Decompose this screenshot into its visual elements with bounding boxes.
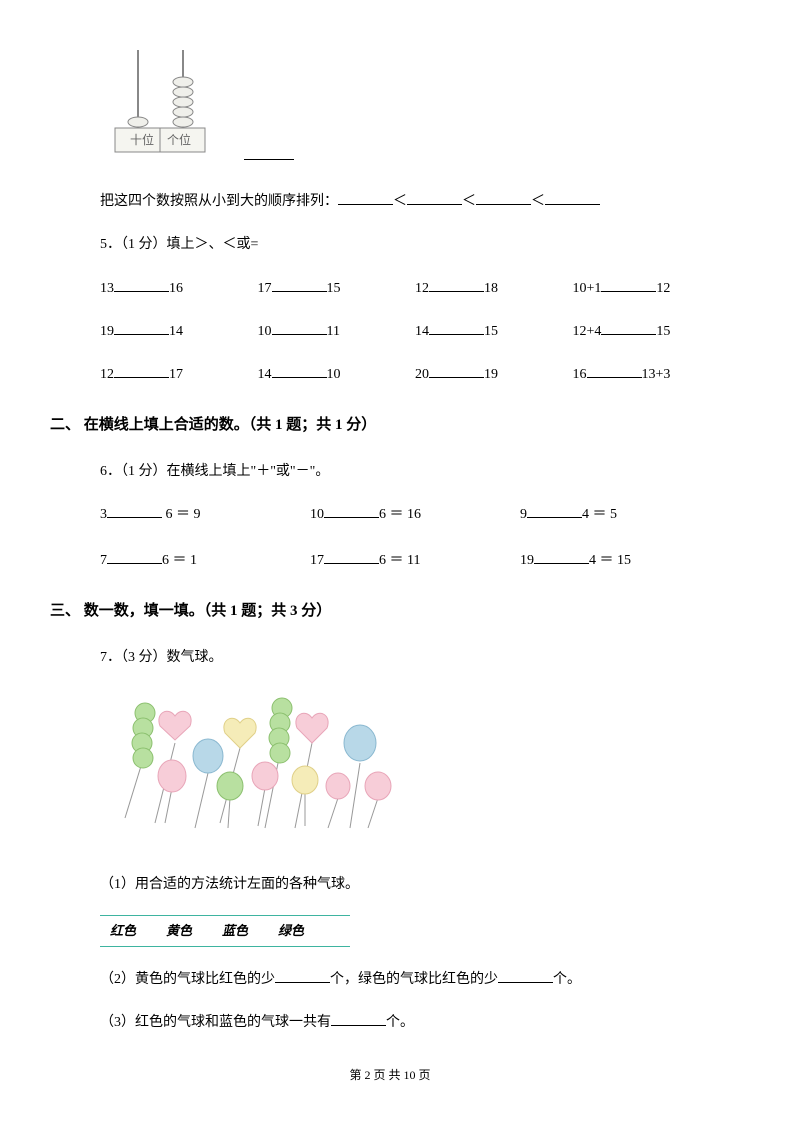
svg-text:十位: 十位	[130, 132, 154, 147]
sub2-blank-1[interactable]	[275, 968, 330, 983]
compare-item: 1217	[100, 362, 258, 387]
q6-label: 6．（1 分）在横线上填上"＋"或"－"。	[100, 459, 730, 484]
compare-blank[interactable]	[429, 277, 484, 292]
pm-item: 76 ＝ 1	[100, 548, 310, 573]
compare-item: 1715	[258, 276, 416, 301]
compare-item: 1011	[258, 319, 416, 344]
pm-item: 194 ＝ 15	[520, 548, 730, 573]
abacus-figure: 十位 个位	[100, 50, 730, 169]
stats-table: 红色 黄色 蓝色 绿色	[100, 915, 350, 946]
q7-sub2: （2）黄色的气球比红色的少个，绿色的气球比红色的少个。	[100, 967, 730, 992]
pm-blank[interactable]	[324, 549, 379, 564]
q5-label: 5．（1 分）填上＞、＜或=	[100, 232, 730, 257]
page-footer: 第 2 页 共 10 页	[50, 1065, 730, 1087]
order-blank-2[interactable]	[407, 190, 462, 205]
order-blank-3[interactable]	[476, 190, 531, 205]
compare-item: 1218	[415, 276, 573, 301]
compare-blank[interactable]	[601, 320, 656, 335]
section3-title: 三、 数一数，填一填。（共 1 题；共 3 分）	[50, 598, 730, 625]
pm-blank[interactable]	[324, 503, 379, 518]
order-sep-1: ＜	[393, 194, 407, 209]
compare-item: 1316	[100, 276, 258, 301]
compare-item: 2019	[415, 362, 573, 387]
q7-sub3: （3）红色的气球和蓝色的气球一共有个。	[100, 1010, 730, 1035]
compare-blank[interactable]	[114, 277, 169, 292]
compare-grid: 1316 1715 1218 10+112 1914 1011 1415 12+…	[100, 276, 730, 388]
order-blank-1[interactable]	[338, 190, 393, 205]
pm-item: 176 ＝ 11	[310, 548, 520, 573]
abacus-answer-blank[interactable]	[244, 145, 294, 160]
pm-item: 3 6 ＝ 9	[100, 502, 310, 527]
order-question: 把这四个数按照从小到大的顺序排列： ＜ ＜ ＜	[100, 189, 730, 214]
compare-blank[interactable]	[114, 363, 169, 378]
order-prefix: 把这四个数按照从小到大的顺序排列：	[100, 194, 338, 209]
order-sep-3: ＜	[531, 194, 545, 209]
stats-col-blue: 蓝色	[222, 919, 248, 942]
order-blank-4[interactable]	[545, 190, 600, 205]
compare-blank[interactable]	[429, 320, 484, 335]
sub2-blank-2[interactable]	[498, 968, 553, 983]
pm-blank[interactable]	[527, 503, 582, 518]
sub3-blank[interactable]	[331, 1011, 386, 1026]
q7-sub1: （1）用合适的方法统计左面的各种气球。	[100, 872, 730, 897]
q7-label: 7．（3 分）数气球。	[100, 645, 730, 670]
compare-item: 1410	[258, 362, 416, 387]
compare-blank[interactable]	[272, 320, 327, 335]
stats-col-red: 红色	[110, 919, 136, 942]
pm-item: 94 ＝ 5	[520, 502, 730, 527]
pm-item: 106 ＝ 16	[310, 502, 520, 527]
compare-item: 12+415	[573, 319, 731, 344]
compare-blank[interactable]	[587, 363, 642, 378]
pm-blank[interactable]	[107, 503, 162, 518]
plusminus-grid: 3 6 ＝ 9 106 ＝ 16 94 ＝ 5 76 ＝ 1 176 ＝ 11 …	[100, 502, 730, 572]
stats-col-green: 绿色	[278, 919, 304, 942]
compare-blank[interactable]	[272, 277, 327, 292]
compare-item: 1415	[415, 319, 573, 344]
compare-blank[interactable]	[272, 363, 327, 378]
svg-text:个位: 个位	[167, 132, 191, 147]
compare-item: 1914	[100, 319, 258, 344]
section2-title: 二、 在横线上填上合适的数。（共 1 题；共 1 分）	[50, 412, 730, 439]
pm-blank[interactable]	[534, 549, 589, 564]
compare-blank[interactable]	[429, 363, 484, 378]
compare-item: 10+112	[573, 276, 731, 301]
compare-item: 1613+3	[573, 362, 731, 387]
pm-blank[interactable]	[107, 549, 162, 564]
balloon-figure	[100, 688, 730, 857]
compare-blank[interactable]	[114, 320, 169, 335]
order-sep-2: ＜	[462, 194, 476, 209]
stats-col-yellow: 黄色	[166, 919, 192, 942]
compare-blank[interactable]	[601, 277, 656, 292]
